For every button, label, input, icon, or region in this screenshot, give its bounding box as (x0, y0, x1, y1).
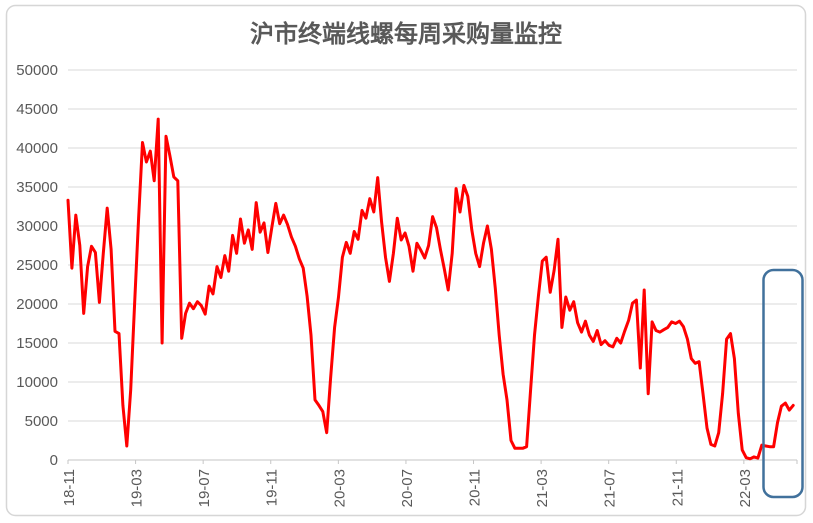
x-tick-label: 21-03 (534, 469, 551, 507)
y-tick-label: 50000 (16, 62, 58, 79)
y-tick-label: 20000 (16, 296, 58, 313)
chart-border (5, 4, 807, 517)
y-tick-label: 35000 (16, 179, 58, 196)
x-tick-label: 21-07 (602, 469, 619, 507)
highlight-box (762, 268, 804, 499)
x-tick-label: 22-03 (737, 469, 754, 507)
y-axis-labels-group: 0 5000 10000 15000 20000 25000 30000 35000 40000… (16, 62, 58, 469)
y-tick-label: 30000 (16, 218, 58, 235)
y-tick-label: 40000 (16, 140, 58, 157)
y-tick-label: 25000 (16, 257, 58, 274)
x-tick-label: 20-11 (467, 469, 484, 506)
y-tick-label: 45000 (16, 101, 58, 118)
gridlines-group (68, 69, 797, 461)
y-tick-label: 15000 (16, 335, 58, 352)
x-tick-label: 19-03 (129, 469, 146, 507)
y-tick-label: 5000 (25, 413, 58, 430)
y-tick-label: 0 (50, 452, 58, 469)
x-tick-label: 19-11 (264, 469, 281, 506)
x-tick-label: 18-11 (61, 469, 78, 506)
chart-title: 沪市终端线螺每周采购量监控 (250, 20, 562, 48)
x-tick-label: 19-07 (196, 469, 213, 507)
x-axis-labels-group: 18-11 19-03 19-07 19-11 20-03 20-07 20-11 21-03… (61, 469, 754, 507)
x-tick-label: 20-03 (331, 469, 348, 507)
x-tick-label: 21-11 (669, 469, 686, 506)
x-tick-label: 20-07 (399, 469, 416, 507)
y-tick-label: 10000 (16, 374, 58, 391)
series-line-weekly-purchase-volume (66, 117, 795, 461)
x-axis-group (67, 460, 798, 464)
